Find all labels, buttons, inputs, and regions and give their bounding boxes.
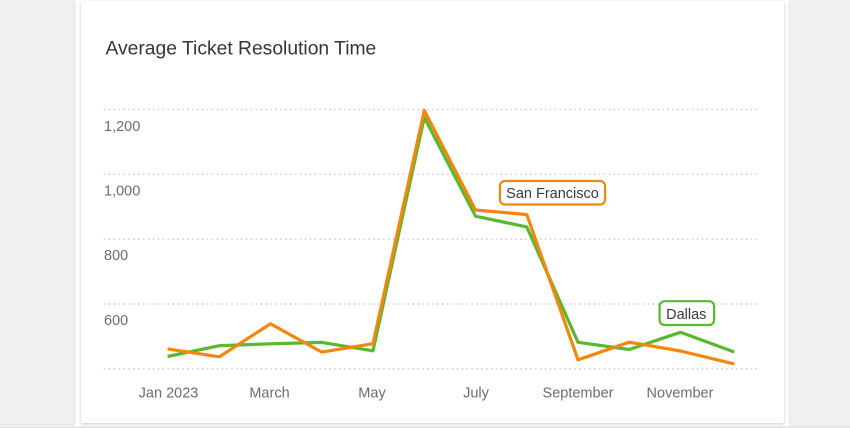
svg-text:San Francisco: San Francisco — [506, 186, 599, 202]
svg-text:July: July — [463, 386, 490, 402]
svg-text:May: May — [358, 386, 386, 402]
svg-text:March: March — [249, 386, 289, 402]
svg-text:November: November — [647, 386, 714, 402]
svg-text:600: 600 — [104, 313, 128, 329]
svg-text:Dallas: Dallas — [666, 307, 706, 323]
svg-text:September: September — [543, 386, 614, 402]
svg-text:Jan 2023: Jan 2023 — [139, 386, 199, 402]
svg-text:800: 800 — [104, 248, 128, 264]
svg-text:1,000: 1,000 — [104, 184, 140, 200]
svg-text:Average Ticket Resolution Time: Average Ticket Resolution Time — [106, 39, 377, 60]
svg-text:1,200: 1,200 — [104, 119, 140, 135]
